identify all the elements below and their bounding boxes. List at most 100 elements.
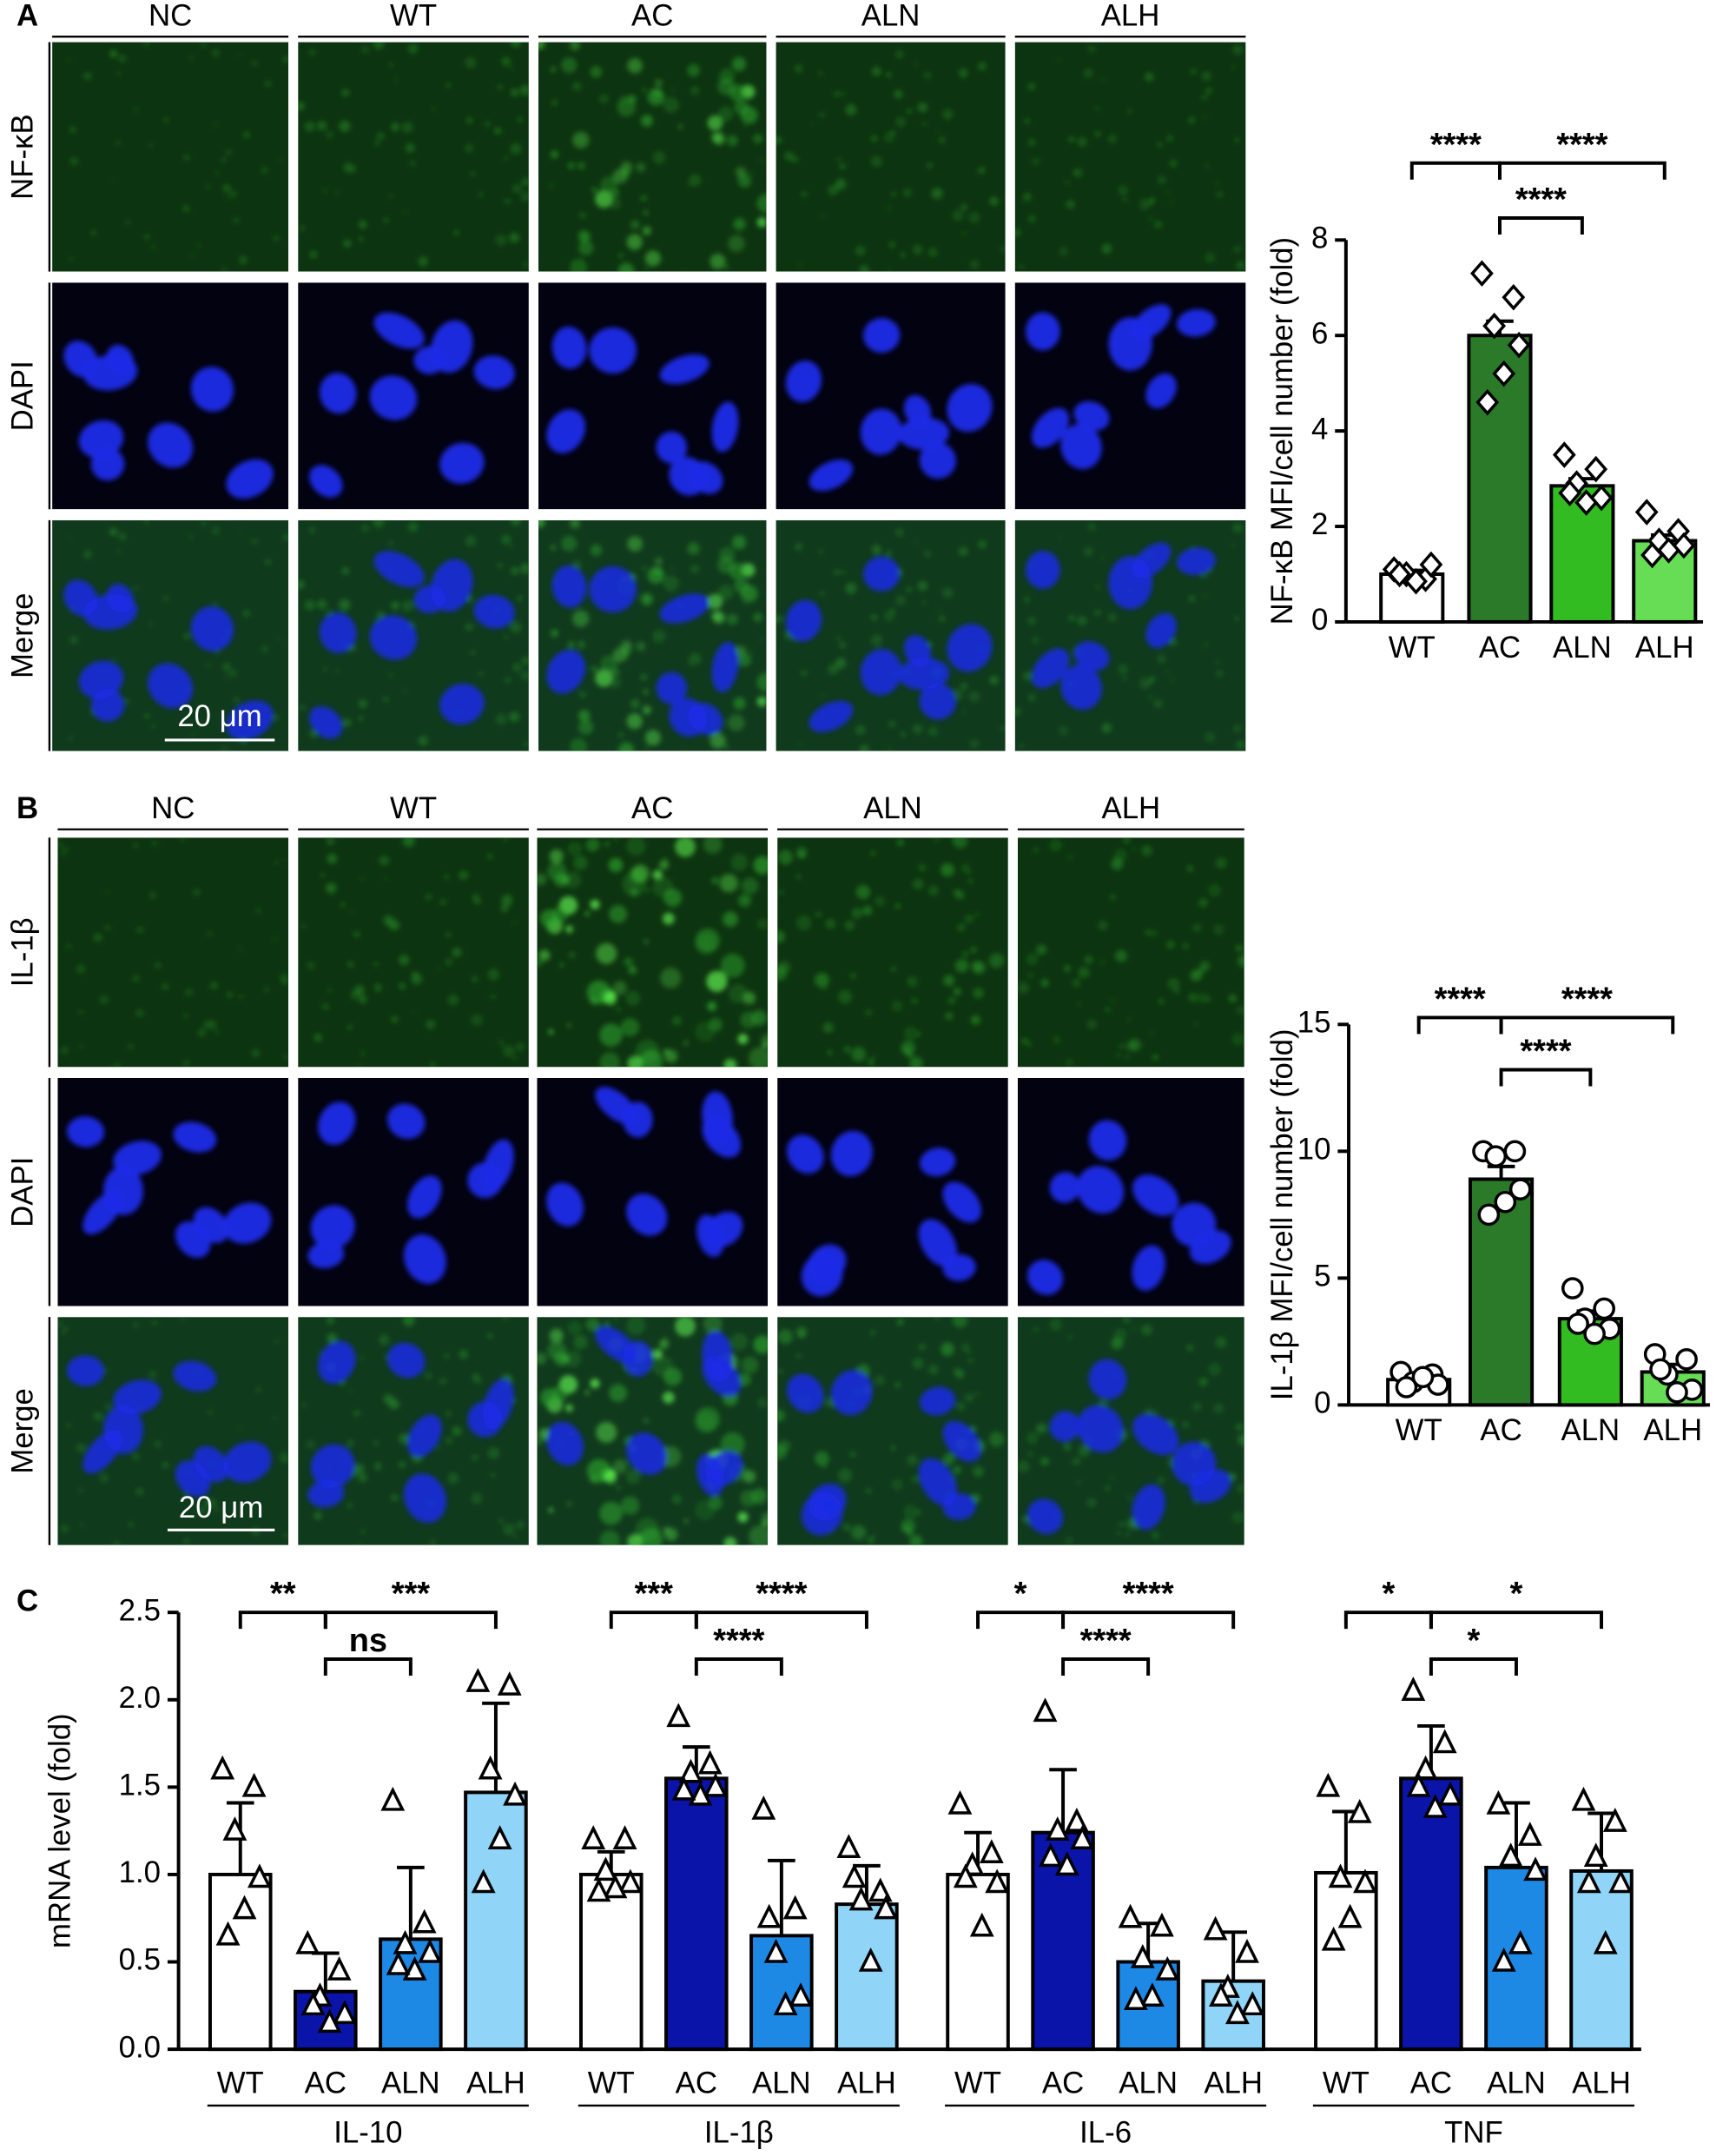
- speckle: [706, 970, 728, 992]
- data-point: [703, 1772, 728, 1797]
- speckle: [962, 711, 967, 715]
- speckle: [567, 640, 575, 648]
- speckle: [1026, 1432, 1039, 1445]
- data-point: [503, 1781, 527, 1806]
- bar: [464, 1790, 528, 2052]
- speckle: [1148, 215, 1153, 222]
- data-point: [969, 1912, 994, 1937]
- speckle: [643, 210, 649, 215]
- speckle: [104, 1403, 111, 1411]
- speckle: [391, 1015, 399, 1023]
- speckle: [128, 1521, 134, 1528]
- speckle: [627, 1055, 644, 1068]
- speckle: [1065, 180, 1070, 185]
- nucleus: [595, 1087, 637, 1124]
- speckle: [282, 533, 289, 541]
- speckle: [388, 194, 393, 199]
- speckle: [909, 1056, 923, 1068]
- speckle: [149, 890, 157, 900]
- speckle: [795, 847, 808, 858]
- speckle: [76, 964, 86, 975]
- speckle: [548, 1507, 554, 1513]
- speckle: [620, 1017, 640, 1037]
- speckle: [485, 122, 491, 127]
- bar: [1314, 1870, 1378, 2052]
- speckle: [538, 949, 551, 962]
- speckle: [894, 50, 904, 59]
- speckle: [162, 116, 169, 123]
- speckle: [564, 871, 582, 889]
- speckle: [1086, 1019, 1097, 1029]
- speckle: [621, 648, 630, 658]
- speckle: [360, 45, 370, 55]
- speckle: [1058, 536, 1061, 539]
- speckle: [551, 67, 556, 72]
- speckle: [590, 899, 600, 909]
- speckle: [728, 983, 748, 1003]
- speckle: [407, 521, 419, 532]
- speckle: [620, 1496, 640, 1515]
- texture: [298, 42, 529, 268]
- speckle: [1197, 993, 1208, 1003]
- speckle: [283, 1338, 287, 1341]
- micrograph-bg: [777, 837, 1008, 1068]
- speckle: [672, 1494, 682, 1505]
- speckle: [79, 1044, 84, 1048]
- nucleus: [1073, 641, 1110, 671]
- speckle: [182, 204, 190, 213]
- nucleus: [190, 367, 234, 412]
- data-point: [1321, 1926, 1346, 1951]
- speckle: [224, 195, 229, 200]
- speckle: [682, 269, 686, 272]
- nucleus: [413, 585, 446, 613]
- significance-bracket: [323, 1657, 413, 1676]
- speckle: [308, 526, 316, 534]
- significance-bracket: [694, 1610, 868, 1630]
- x-tick-label: ALN: [1119, 2067, 1178, 2100]
- data-point: [327, 1956, 352, 1981]
- speckle: [1031, 157, 1040, 166]
- speckle: [723, 911, 738, 928]
- x-tick-label: AC: [1042, 2067, 1084, 2100]
- speckle: [712, 611, 725, 624]
- data-point: [979, 1839, 1004, 1864]
- speckle: [1192, 1402, 1202, 1412]
- speckle: [1204, 163, 1209, 169]
- data-point: [1130, 1943, 1155, 1968]
- speckle: [554, 1352, 569, 1366]
- speckle: [921, 600, 927, 605]
- speckle: [495, 234, 507, 247]
- speckle: [1213, 1403, 1224, 1414]
- data-point: [858, 1947, 883, 1972]
- speckle: [1114, 949, 1128, 962]
- speckle: [718, 546, 736, 563]
- speckle: [340, 1380, 346, 1387]
- speckle: [570, 519, 580, 529]
- nucleus: [83, 1190, 122, 1235]
- nucleus: [589, 327, 637, 374]
- data-point: [465, 1668, 491, 1692]
- speckle: [517, 117, 523, 122]
- nucleus: [801, 1253, 843, 1297]
- speckle: [953, 987, 961, 995]
- data-point: [1328, 1863, 1353, 1888]
- nucleus: [1026, 1260, 1064, 1295]
- speckle: [117, 532, 127, 541]
- speckle: [238, 255, 248, 265]
- speckle: [712, 132, 725, 145]
- speckle: [902, 188, 912, 197]
- speckle: [1166, 940, 1175, 949]
- speckle: [890, 1445, 896, 1451]
- speckle: [942, 109, 954, 120]
- speckle: [988, 1432, 1005, 1447]
- data-point: [953, 1863, 978, 1888]
- speckle: [222, 662, 231, 671]
- speckle: [1031, 636, 1040, 645]
- speckle: [66, 1422, 71, 1428]
- speckle: [1215, 857, 1227, 870]
- speckle: [197, 1506, 207, 1516]
- data-point: [1422, 1793, 1448, 1818]
- speckle: [795, 1326, 808, 1338]
- speckle: [308, 49, 316, 56]
- speckle: [652, 870, 663, 880]
